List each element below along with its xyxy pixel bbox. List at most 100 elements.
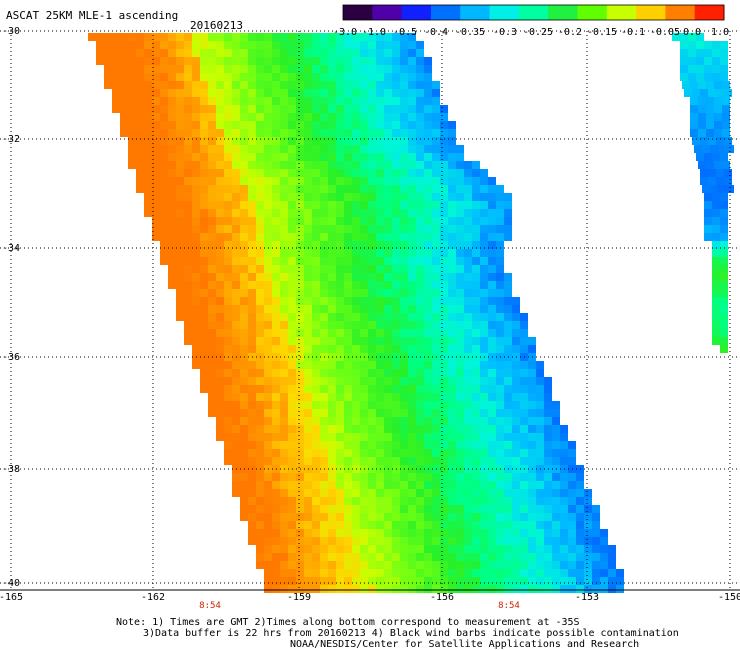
swath-cell bbox=[320, 257, 328, 265]
swath-cell bbox=[488, 585, 496, 593]
swath-cell bbox=[216, 281, 224, 289]
swath-cell bbox=[360, 321, 368, 329]
swath-cell bbox=[368, 401, 376, 409]
swath-cell bbox=[456, 297, 464, 305]
swath-cell bbox=[152, 169, 160, 177]
swath-cell bbox=[232, 345, 240, 353]
swath-cell bbox=[128, 97, 136, 105]
swath-cell bbox=[264, 529, 272, 537]
swath-cell bbox=[424, 281, 432, 289]
swath-cell bbox=[320, 513, 328, 521]
swath-cell bbox=[344, 305, 352, 313]
swath-cell bbox=[528, 505, 536, 513]
swath-cell bbox=[440, 513, 448, 521]
swath-cell bbox=[376, 209, 384, 217]
swath-cell bbox=[224, 73, 232, 81]
swath-cell bbox=[232, 185, 240, 193]
colorbar-label: -0.4 bbox=[423, 27, 449, 38]
swath-cell bbox=[312, 577, 320, 585]
swath-cell bbox=[464, 257, 472, 265]
swath-cell bbox=[698, 161, 706, 169]
swath-cell bbox=[432, 497, 440, 505]
swath-cell bbox=[312, 329, 320, 337]
swath-cell bbox=[496, 249, 504, 257]
swath-cell bbox=[352, 377, 360, 385]
swath-cell bbox=[424, 145, 432, 153]
swath-cell bbox=[456, 457, 464, 465]
swath-cell bbox=[240, 49, 248, 57]
swath-cell bbox=[280, 305, 288, 313]
swath-cell bbox=[296, 49, 304, 57]
swath-cell bbox=[432, 185, 440, 193]
swath-cell bbox=[272, 497, 280, 505]
swath-cell bbox=[168, 225, 176, 233]
swath-cell bbox=[304, 457, 312, 465]
swath-cell bbox=[512, 337, 520, 345]
swath-cell bbox=[408, 265, 416, 273]
swath-cell bbox=[496, 489, 504, 497]
swath-cell bbox=[416, 393, 424, 401]
swath-cell bbox=[416, 273, 424, 281]
swath-cell bbox=[264, 161, 272, 169]
swath-cell bbox=[272, 161, 280, 169]
swath-cell bbox=[712, 73, 720, 81]
swath-cell bbox=[702, 145, 710, 153]
swath-cell bbox=[344, 105, 352, 113]
swath-cell bbox=[576, 497, 584, 505]
swath-cell bbox=[248, 233, 256, 241]
swath-cell bbox=[240, 377, 248, 385]
swath-cell bbox=[576, 569, 584, 577]
swath-cell bbox=[256, 145, 264, 153]
swath-cell bbox=[360, 49, 368, 57]
swath-cell bbox=[200, 265, 208, 273]
swath-cell bbox=[296, 121, 304, 129]
swath-cell bbox=[208, 265, 216, 273]
swath-cell bbox=[256, 369, 264, 377]
swath-cell bbox=[200, 137, 208, 145]
swath-cell bbox=[536, 577, 544, 585]
swath-cell bbox=[136, 161, 144, 169]
swath-cell bbox=[712, 313, 720, 321]
swath-cell bbox=[232, 457, 240, 465]
swath-cell bbox=[280, 201, 288, 209]
swath-cell bbox=[144, 49, 152, 57]
swath-cell bbox=[344, 201, 352, 209]
swath-cell bbox=[432, 481, 440, 489]
swath-cell bbox=[408, 337, 416, 345]
swath-cell bbox=[368, 433, 376, 441]
swath-cell bbox=[328, 569, 336, 577]
swath-cell bbox=[424, 433, 432, 441]
swath-cell bbox=[544, 401, 552, 409]
swath-cell bbox=[320, 321, 328, 329]
swath-cell bbox=[512, 513, 520, 521]
swath-cell bbox=[320, 217, 328, 225]
swath-cell bbox=[144, 65, 152, 73]
swath-cell bbox=[416, 201, 424, 209]
swath-cell bbox=[688, 57, 696, 65]
swath-cell bbox=[168, 217, 176, 225]
swath-cell bbox=[464, 393, 472, 401]
swath-cell bbox=[320, 521, 328, 529]
swath-cell bbox=[432, 129, 440, 137]
swath-cell bbox=[216, 297, 224, 305]
swath-cell bbox=[288, 169, 296, 177]
swath-cell bbox=[472, 193, 480, 201]
swath-cell bbox=[352, 33, 360, 41]
swath-cell bbox=[328, 41, 336, 49]
swath-cell bbox=[368, 297, 376, 305]
swath-cell bbox=[280, 97, 288, 105]
swath-cell bbox=[696, 33, 704, 41]
swath-cell bbox=[144, 153, 152, 161]
swath-cell bbox=[344, 297, 352, 305]
swath-cell bbox=[232, 73, 240, 81]
swath-cell bbox=[432, 313, 440, 321]
swath-cell bbox=[400, 217, 408, 225]
swath-cell bbox=[384, 33, 392, 41]
swath-cell bbox=[288, 73, 296, 81]
swath-cell bbox=[224, 361, 232, 369]
swath-cell bbox=[592, 505, 600, 513]
swath-cell bbox=[400, 241, 408, 249]
swath-cell bbox=[472, 297, 480, 305]
swath-cell bbox=[248, 377, 256, 385]
swath-cell bbox=[448, 377, 456, 385]
